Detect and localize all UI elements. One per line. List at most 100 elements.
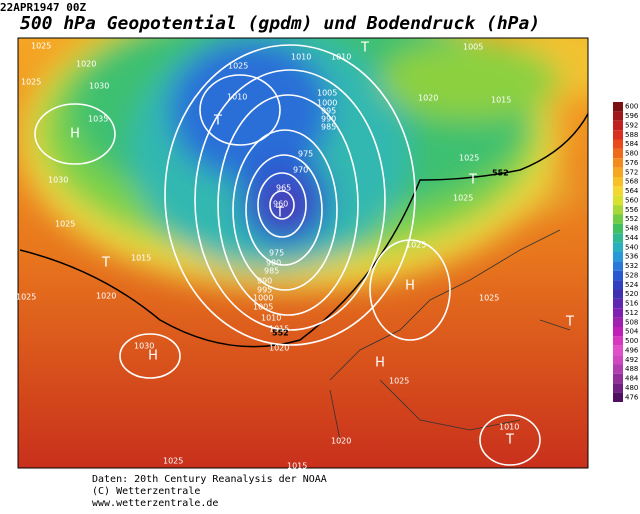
colorbar-label: 492 xyxy=(625,356,638,364)
colorbar-label: 532 xyxy=(625,262,638,270)
colorbar-label: 548 xyxy=(625,225,638,233)
isobar-label: 1010 xyxy=(331,53,351,62)
pressure-center: T xyxy=(565,315,574,330)
colorbar-label: 496 xyxy=(625,346,639,354)
isobar-label: 975 xyxy=(269,249,284,258)
colorbar-swatch xyxy=(613,373,623,384)
colorbar-swatch xyxy=(613,233,623,243)
colorbar-swatch xyxy=(613,102,623,112)
colorbar-label: 596 xyxy=(625,112,639,120)
isobar-label: 1005 xyxy=(463,43,483,52)
colorbar-swatch xyxy=(613,298,623,309)
isobar-label: 1025 xyxy=(31,42,51,51)
isobar-label: 995 xyxy=(321,107,336,116)
colorbar-label: 556 xyxy=(625,206,639,214)
colorbar-swatch xyxy=(613,317,623,327)
title: 500 hPa Geopotential (gpdm) und Bodendru… xyxy=(20,13,540,34)
colorbar-label: 592 xyxy=(625,121,638,129)
isobar-label: 970 xyxy=(293,166,308,175)
colorbar-swatch xyxy=(613,205,623,215)
colorbar-swatch xyxy=(613,177,623,187)
pressure-center: H xyxy=(405,279,415,294)
colorbar-swatch xyxy=(613,252,623,262)
colorbar-label: 528 xyxy=(625,271,638,279)
footer-line: Daten: 20th Century Reanalysis der NOAA xyxy=(92,474,327,485)
contour-label: 552 xyxy=(492,169,509,178)
colorbar-swatch xyxy=(613,111,623,121)
colorbar-label: 572 xyxy=(625,168,638,176)
isobar-label: 1015 xyxy=(287,462,307,471)
isobar-label: 965 xyxy=(276,184,291,193)
isobar-label: 990 xyxy=(321,115,336,124)
pressure-center: H xyxy=(70,127,80,142)
isobar-label: 1025 xyxy=(55,220,75,229)
colorbar-swatch xyxy=(613,261,623,271)
isobar-label: 1025 xyxy=(163,457,183,466)
footer-line: www.wetterzentrale.de xyxy=(92,498,218,509)
isobar-label: 1030 xyxy=(134,342,154,351)
colorbar-label: 564 xyxy=(625,187,639,195)
colorbar-label: 540 xyxy=(625,243,638,251)
colorbar-swatch xyxy=(613,270,623,281)
isobar-label: 1025 xyxy=(21,78,41,87)
map xyxy=(18,38,588,468)
isobar-label: 1035 xyxy=(88,115,108,124)
colorbar-swatch xyxy=(613,214,623,224)
colorbar-label: 536 xyxy=(625,253,639,261)
colorbar-swatch xyxy=(613,195,623,206)
colorbar-label: 504 xyxy=(625,328,639,336)
isobar-label: 1025 xyxy=(459,154,479,163)
isobar-label: 1030 xyxy=(89,82,109,91)
isobar-label: 1005 xyxy=(317,89,337,98)
colorbar-label: 480 xyxy=(625,384,638,392)
pressure-center: T xyxy=(505,433,514,448)
pressure-center: T xyxy=(360,41,369,56)
isobar-label: 1025 xyxy=(479,294,499,303)
colorbar-swatch xyxy=(613,327,623,337)
isobar-label: 1015 xyxy=(491,96,511,105)
isobar-label: 1020 xyxy=(269,344,289,353)
colorbar-label: 576 xyxy=(625,159,639,167)
colorbar-swatch xyxy=(613,280,623,290)
isobar-label: 1025 xyxy=(16,293,36,302)
pressure-center: T xyxy=(213,114,222,129)
isobar-label: 1000 xyxy=(317,99,337,108)
colorbar-label: 560 xyxy=(625,196,638,204)
map-frame xyxy=(17,37,589,469)
colorbar-label: 500 xyxy=(625,337,638,345)
isobar-label: 1020 xyxy=(418,94,438,103)
isobar-label: 1025 xyxy=(453,194,473,203)
isobar-label: 960 xyxy=(273,200,288,209)
isobar-label: 1015 xyxy=(131,254,151,263)
colorbar-label: 508 xyxy=(625,318,638,326)
colorbar-swatch xyxy=(613,289,623,299)
colorbar-swatch xyxy=(613,345,623,356)
isobar-label: 1025 xyxy=(228,62,248,71)
colorbar-swatch xyxy=(613,364,623,374)
colorbar-label: 568 xyxy=(625,178,638,186)
colorbar-label: 484 xyxy=(625,375,639,383)
colorbar-label: 584 xyxy=(625,140,639,148)
isobar-label: 1020 xyxy=(331,437,351,446)
colorbar-label: 588 xyxy=(625,131,638,139)
colorbar-swatch xyxy=(613,223,623,234)
colorbar-label: 516 xyxy=(625,300,639,308)
colorbar-swatch xyxy=(613,186,623,196)
colorbar-swatch xyxy=(613,242,623,252)
isobar-label: 1005 xyxy=(253,303,273,312)
isobar-label: 1030 xyxy=(48,176,68,185)
pressure-center: T xyxy=(275,206,284,221)
colorbar-swatch xyxy=(613,392,623,402)
contour-label: 552 xyxy=(272,329,289,338)
colorbar-swatch xyxy=(613,355,623,365)
isobar-label: 1020 xyxy=(96,292,116,301)
isobar-label: 975 xyxy=(298,150,313,159)
colorbar-label: 476 xyxy=(625,393,639,401)
pressure-center: H xyxy=(375,356,385,371)
isobar-label: 1025 xyxy=(406,241,426,250)
colorbar-label: 520 xyxy=(625,290,638,298)
isobar-label: 1010 xyxy=(261,314,281,323)
colorbar-swatch xyxy=(613,308,623,318)
isobar-label: 985 xyxy=(321,123,336,132)
